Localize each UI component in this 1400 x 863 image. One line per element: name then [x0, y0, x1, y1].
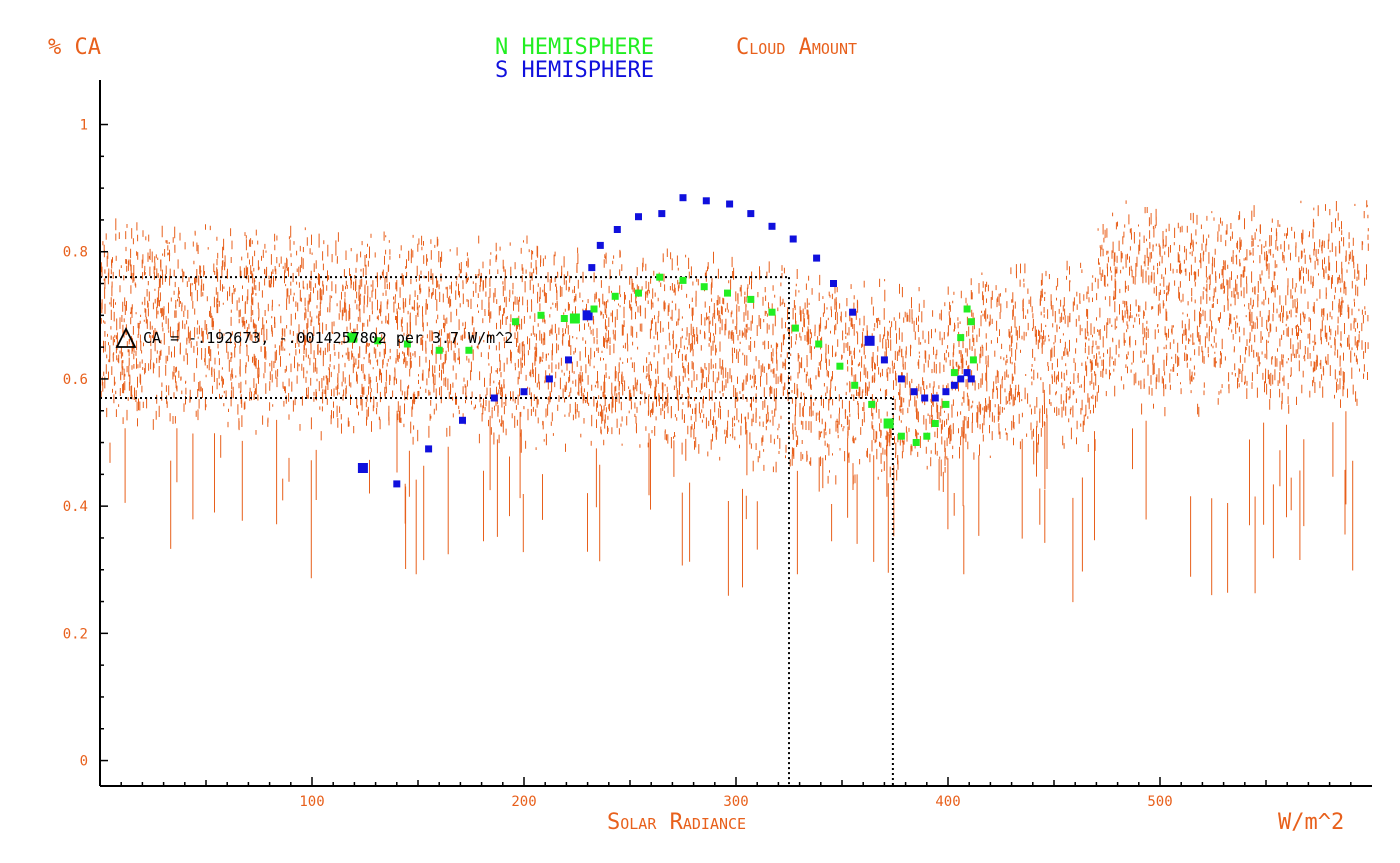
north-point [347, 332, 358, 343]
south-point [702, 197, 710, 205]
south-point [813, 254, 821, 262]
south-point [910, 388, 918, 396]
south-point [963, 369, 971, 377]
south-point [747, 210, 755, 218]
north-point [724, 289, 731, 297]
north-point [590, 305, 598, 313]
title-cloud-amount: Cloud Amount [736, 35, 857, 60]
axes: 0 0.2 0.4 0.6 0.8 1 100 200 300 400 500 [63, 80, 1372, 810]
north-point [969, 356, 977, 364]
south-point [582, 310, 593, 321]
north-point [537, 311, 545, 319]
annotation-text: CA = -.192673, -.0014257802 per 3.7 W/m^… [143, 329, 513, 347]
south-point [957, 375, 965, 383]
north-point [963, 305, 971, 313]
x-tick-label: 400 [935, 794, 960, 810]
north-point [923, 432, 931, 440]
north-point [768, 308, 776, 316]
north-point [851, 381, 859, 389]
north-point [836, 362, 844, 370]
south-point [880, 356, 888, 364]
north-point [465, 346, 473, 354]
x-axis-title: Solar Radiance [607, 810, 746, 835]
cloud-amount-marks [100, 200, 1369, 603]
south-point [921, 394, 929, 402]
x-tick-label: 100 [299, 794, 324, 810]
south-point [658, 210, 666, 218]
south-point [897, 375, 905, 383]
y-axis-title: % CA [48, 35, 101, 60]
north-point [700, 283, 708, 291]
y-tick-label: 0.2 [63, 626, 88, 642]
north-point [611, 292, 619, 300]
south-point [931, 394, 939, 402]
south-point [942, 388, 950, 396]
south-point [565, 356, 572, 364]
y-tick-label: 0.8 [63, 245, 88, 261]
north-point [912, 439, 920, 446]
x-axis-unit: W/m^2 [1278, 810, 1344, 835]
south-point [864, 335, 875, 346]
south-point [520, 388, 528, 396]
south-point [679, 194, 687, 202]
series-points [347, 194, 977, 488]
south-point [613, 226, 621, 233]
south-point [789, 235, 797, 243]
north-point [512, 318, 519, 326]
north-point [950, 369, 958, 377]
delta-triangle-icon [115, 326, 137, 348]
south-point [425, 445, 433, 453]
north-point [560, 315, 568, 322]
x-tick-label: 300 [723, 794, 748, 810]
north-point [679, 276, 687, 284]
y-tick-label: 1 [80, 118, 88, 134]
y-tick-label: 0 [80, 754, 88, 770]
north-point [791, 324, 799, 332]
north-point [967, 318, 975, 326]
north-point [403, 340, 411, 348]
x-tick-label: 500 [1147, 794, 1172, 810]
south-point [950, 381, 958, 389]
title-north-hemisphere: N HEMISPHERE [495, 35, 654, 60]
north-point [883, 418, 894, 429]
south-point [967, 375, 975, 383]
north-point [957, 334, 965, 342]
north-point [897, 432, 905, 440]
y-tick-label: 0.6 [63, 372, 88, 388]
cloud-amount-streaks [100, 200, 1369, 603]
north-point [374, 337, 382, 345]
x-tick-label: 200 [511, 794, 536, 810]
south-point [393, 480, 401, 488]
north-point [815, 340, 823, 348]
north-point [656, 273, 664, 281]
y-tick-label: 0.4 [63, 499, 88, 515]
annotation: CA = -.192673, -.0014257802 per 3.7 W/m^… [115, 326, 513, 348]
south-point [726, 200, 734, 208]
north-point [931, 420, 939, 427]
south-point [830, 280, 837, 287]
north-point [868, 400, 876, 408]
south-point [596, 241, 604, 249]
north-point [747, 295, 755, 303]
north-point [942, 400, 950, 408]
south-point [490, 394, 498, 402]
north-point [569, 313, 580, 324]
south-point [768, 222, 776, 230]
south-point [545, 375, 553, 383]
south-point [357, 463, 368, 473]
north-point [635, 289, 642, 297]
south-point [459, 416, 466, 424]
north-point [435, 346, 443, 354]
south-point [588, 264, 596, 272]
south-point [849, 308, 857, 316]
title-south-hemisphere: S HEMISPHERE [495, 58, 654, 83]
south-point [635, 213, 642, 221]
